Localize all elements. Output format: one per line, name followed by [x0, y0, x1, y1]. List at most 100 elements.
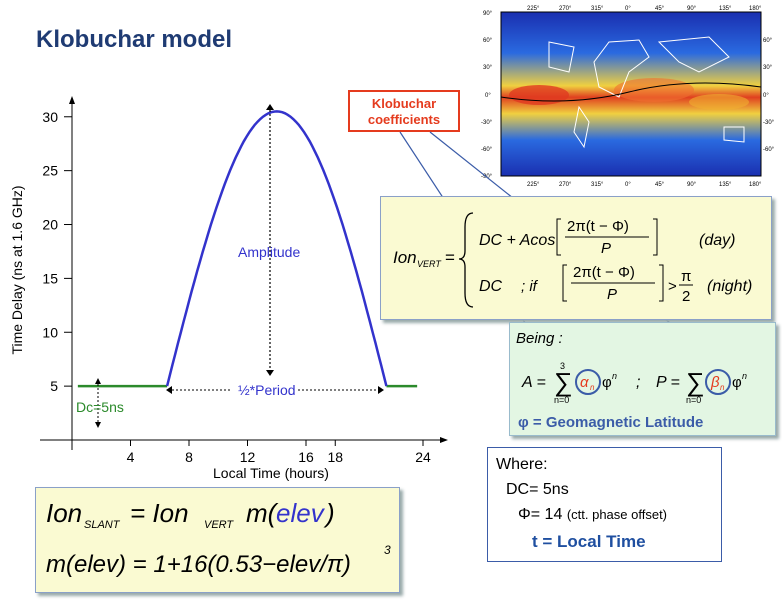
- klobuchar-coefficients-box: Klobuchar coefficients: [348, 90, 460, 132]
- map-bottom-tick: 90°: [687, 182, 697, 188]
- map-top-tick: 270°: [559, 6, 572, 12]
- page-title: Klobuchar model: [36, 26, 233, 53]
- pow-p: n: [742, 371, 747, 381]
- svg-text:P =: P =: [656, 374, 680, 391]
- map-right-tick: -30°: [763, 120, 775, 126]
- phi-a: φ: [602, 374, 612, 391]
- map-top-tick: 180°: [749, 6, 762, 12]
- day-label: (day): [699, 232, 735, 249]
- beta: β: [710, 374, 720, 391]
- map-left-tick: 30°: [483, 65, 493, 71]
- amplitude-arrow-head: [266, 104, 274, 110]
- dc-label: Dc=5ns: [76, 399, 124, 415]
- where-dc: DC= 5ns: [506, 481, 569, 498]
- coef-label-line: coefficients: [367, 112, 441, 127]
- night-two: 2: [682, 288, 690, 305]
- y-tick-label: 30: [42, 109, 58, 125]
- map-right-tick: -60°: [763, 147, 775, 153]
- continent-outline: [723, 126, 745, 143]
- y-axis-arrow: [69, 96, 75, 104]
- where-t: t = Local Time: [532, 532, 646, 551]
- map-top-tick: 225°: [527, 6, 540, 12]
- where-phase: Φ= 14: [518, 506, 563, 523]
- pow-a: n: [612, 371, 617, 381]
- map-top-tick: 135°: [719, 6, 732, 12]
- sum-bottom-p: n=0: [686, 395, 701, 405]
- map-right-tick: 0°: [763, 93, 769, 99]
- map-bottom-tick: 0°: [625, 182, 631, 188]
- svg-text:∑: ∑: [686, 367, 705, 397]
- continent-outline: [657, 36, 730, 73]
- slant-vert-sub: VERT: [204, 519, 234, 531]
- svg-text:=: =: [445, 248, 455, 267]
- amplitude-arrow-head: [266, 370, 274, 376]
- sum-bottom: n=0: [554, 395, 569, 405]
- slant-eq: = Ion: [130, 498, 189, 528]
- frac-den-night: P: [607, 286, 617, 303]
- slant-delay-formula: Ion SLANT = Ion VERT m( elev ) m(elev) =…: [35, 487, 400, 593]
- map-bottom-tick: 315°: [591, 182, 604, 188]
- geomagnetic-label: φ = Geomagnetic Latitude: [518, 414, 703, 431]
- night-label: (night): [707, 278, 752, 295]
- slant-ion: Ion: [46, 498, 82, 528]
- obliquity-formula: m(elev) = 1+16(0.53−elev/π): [46, 551, 351, 578]
- obliquity-pow: 3: [384, 543, 391, 557]
- being-label: Being :: [516, 330, 563, 347]
- beta-highlight: [705, 369, 731, 395]
- daytime-delay-curve: [165, 110, 388, 387]
- y-tick-label: 20: [42, 217, 58, 233]
- svg-text:∑: ∑: [554, 367, 573, 397]
- period-arrow-head: [378, 386, 384, 394]
- continent-outline: [548, 41, 575, 73]
- night-dc: DC: [479, 278, 503, 295]
- ion-vert-sub: VERT: [417, 259, 442, 269]
- map-top-tick: 90°: [687, 6, 697, 12]
- coef-label-line: Klobuchar: [371, 96, 437, 111]
- x-tick-label: 12: [240, 449, 256, 465]
- map-left-tick: 90°: [483, 11, 493, 17]
- map-bottom-tick: 225°: [527, 182, 540, 188]
- alpha-sub: n: [590, 383, 595, 392]
- svg-text:A =: A =: [521, 374, 546, 391]
- coefficients-definition: Being : A = ∑ 3 n=0 α n φ n ; P = ∑ n=0 …: [509, 322, 776, 436]
- x-tick-label: 18: [327, 449, 343, 465]
- night-if: ; if: [521, 278, 539, 295]
- map-top-tick: 315°: [591, 6, 604, 12]
- map-left-tick: 60°: [483, 38, 493, 44]
- phi-p: φ: [732, 374, 742, 391]
- map-top-tick: 0°: [625, 6, 631, 12]
- ionosphere-map: 225° 270° 315° 0° 45° 90° 135° 180° 225°…: [481, 6, 775, 188]
- night-pi: π: [681, 268, 691, 285]
- map-left-tick: -90°: [481, 174, 493, 180]
- y-tick-label: 5: [50, 378, 58, 394]
- y-tick-label: 10: [42, 324, 58, 340]
- period-arrow-head: [166, 386, 172, 394]
- frac-den: P: [601, 240, 611, 257]
- frac-num-night: 2π(t − Φ): [573, 264, 635, 281]
- map-left-tick: -30°: [481, 120, 493, 126]
- x-axis-label: Local Time (hours): [213, 465, 329, 481]
- beta-sub: n: [720, 383, 725, 392]
- day-expr: DC + Acos: [479, 232, 555, 249]
- x-axis-arrow: [440, 437, 448, 443]
- brace: [458, 212, 474, 308]
- alpha: α: [580, 374, 589, 391]
- slant-sub: SLANT: [84, 519, 121, 531]
- slant-m: m(: [246, 498, 279, 528]
- x-tick-label: 4: [127, 449, 135, 465]
- amplitude-label: Amplitude: [238, 244, 300, 260]
- continent-outline: [593, 39, 650, 98]
- map-bottom-tick: 180°: [749, 182, 762, 188]
- where-header: Where:: [496, 456, 548, 473]
- svg-text:;: ;: [636, 374, 640, 391]
- map-left-tick: 0°: [485, 93, 491, 99]
- vertical-delay-formula: Ion VERT = DC + Acos 2π(t − Φ) P (day) D…: [380, 196, 772, 320]
- frac-num: 2π(t − Φ): [567, 218, 629, 235]
- map-bottom-tick: 45°: [655, 182, 665, 188]
- period-label: ½*Period: [238, 382, 296, 398]
- slant-elev: elev: [276, 498, 326, 528]
- map-right-tick: 30°: [763, 65, 773, 71]
- alpha-highlight: [575, 369, 601, 395]
- sum-top: 3: [560, 361, 565, 371]
- map-bottom-tick: 270°: [559, 182, 572, 188]
